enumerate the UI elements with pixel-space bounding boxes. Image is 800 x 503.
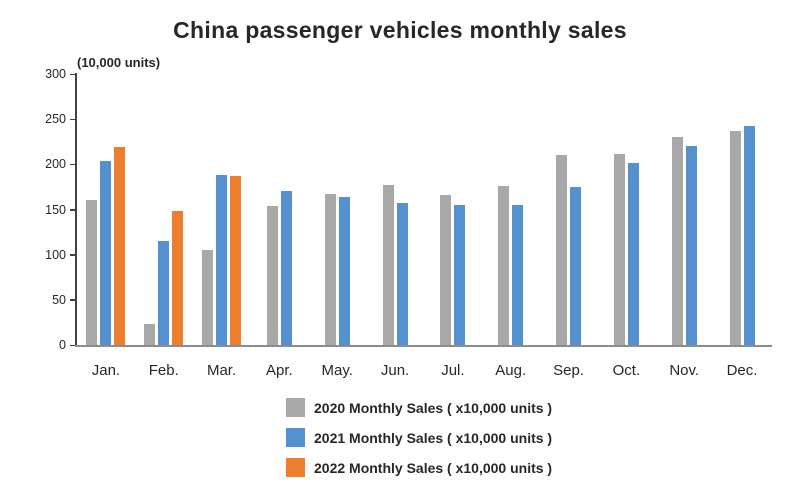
legend-swatch [286,428,305,447]
legend-swatch [286,458,305,477]
month-group [250,74,308,345]
y-tick-mark [70,163,75,166]
month-group [597,74,655,345]
bar [685,146,697,345]
legend-row: 2020 Monthly Sales ( x10,000 units ) [286,398,552,417]
month-group [713,74,771,345]
y-tick-label: 250 [45,112,66,127]
bar [114,147,126,345]
legend: 2020 Monthly Sales ( x10,000 units ) 2021… [286,398,552,477]
month-group [540,74,598,345]
bar [158,241,170,345]
bar [144,324,156,345]
y-tick-label: 150 [45,202,66,217]
y-tick-label: 50 [52,292,66,307]
bar [570,186,582,345]
y-axis-line [75,73,77,345]
x-axis-label: May. [321,362,353,379]
x-axis-label: Apr. [266,362,293,379]
bar [743,125,755,345]
x-axis-label: Oct. [612,362,641,379]
month-group [482,74,540,345]
x-axis-label: Dec. [726,362,758,379]
bar [324,194,336,345]
bar [512,204,524,345]
x-axis-label: Jul. [441,362,465,379]
bar [266,205,278,345]
bar [216,175,228,345]
x-axis-label: Mar. [206,362,237,379]
bar [556,155,568,345]
x-axis-label: Aug. [495,362,527,379]
bar [454,204,466,345]
y-tick-mark [70,254,75,256]
y-tick-mark [70,299,75,301]
legend-row: 2021 Monthly Sales ( x10,000 units ) [286,428,552,447]
legend-label: 2022 Monthly Sales ( x10,000 units ) [314,459,553,476]
y-tick-mark [70,344,75,346]
bar [230,176,242,345]
month-group [424,74,482,345]
bar [86,199,98,345]
bar [729,130,741,345]
y-tick-label: 200 [45,157,66,172]
bar [627,163,639,345]
y-axis-unit-label: (10,000 units) [77,55,161,70]
legend-row: 2022 Monthly Sales ( x10,000 units ) [286,458,552,477]
y-tick-mark [70,209,75,211]
x-axis-label: Sep. [553,362,584,379]
month-group [77,74,135,345]
bar [172,211,184,345]
legend-swatch [286,398,305,417]
y-tick-label: 100 [45,247,66,262]
x-axis-label: Jan. [91,362,121,379]
bar [396,203,408,345]
y-tick-label: 300 [45,67,66,81]
month-group [308,74,366,345]
bar [671,137,683,345]
x-axis-labels: Jan. Feb. Mar. Apr. May. Jun. Jul. Aug. Sep. Oct.… [77,362,771,379]
bar [202,250,214,345]
x-axis-label: Feb. [148,362,179,379]
y-tick-label: 0 [59,338,66,352]
legend-label: 2020 Monthly Sales ( x10,000 units ) [314,399,553,416]
month-group [135,74,193,345]
legend-label: 2021 Monthly Sales ( x10,000 units ) [314,429,553,446]
month-group [655,74,713,345]
x-axis-label: Nov. [669,362,700,379]
bar [498,186,510,345]
month-group [366,74,424,345]
plot-area [77,74,771,345]
bar [613,154,625,345]
month-group [193,74,251,345]
bar [280,191,292,345]
y-tick-mark [70,73,75,75]
x-axis-line [75,345,772,347]
bar [338,196,350,345]
y-tick-mark [70,118,75,121]
chart-title: China passenger vehicles monthly sales [173,17,627,43]
x-axis-label: Jun. [380,362,410,379]
bar [440,195,452,345]
bar [100,160,112,345]
bar [382,185,394,345]
